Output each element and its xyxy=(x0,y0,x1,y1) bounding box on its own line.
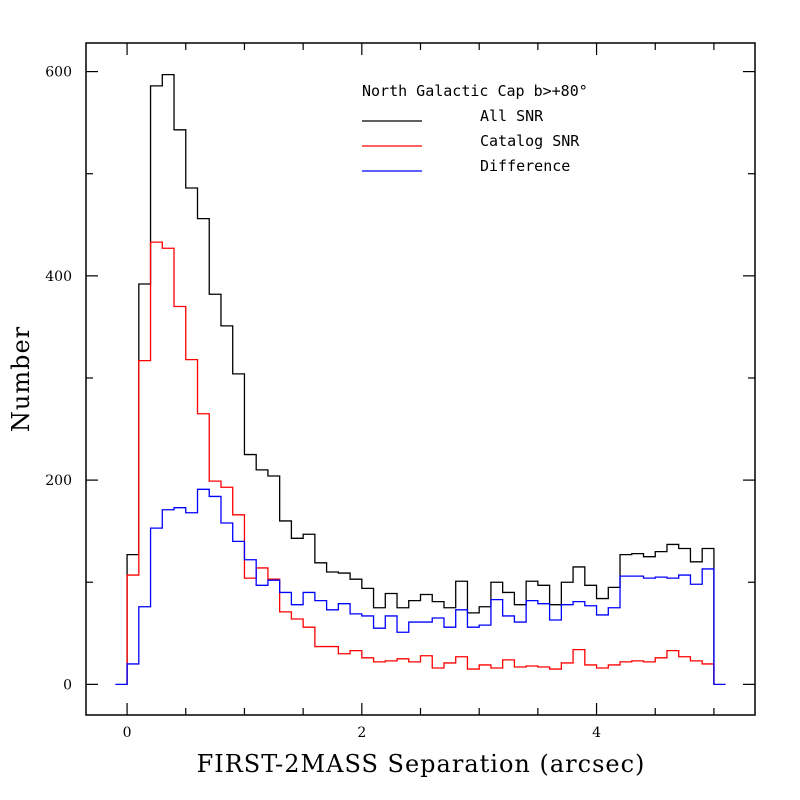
y-tick-label: 600 xyxy=(45,65,72,81)
series-difference xyxy=(115,488,726,686)
series-group xyxy=(115,74,726,686)
y-tick-label: 400 xyxy=(45,269,72,285)
plot-frame xyxy=(85,42,756,716)
legend-title: North Galactic Cap b>+80° xyxy=(362,82,588,100)
x-tick-label: 2 xyxy=(357,725,366,741)
legend-label-difference: Difference xyxy=(480,157,570,175)
legend-label-catalog-snr: Catalog SNR xyxy=(480,132,580,150)
x-axis-title: FIRST-2MASS Separation (arcsec) xyxy=(197,750,646,778)
y-tick-label: 0 xyxy=(63,677,72,693)
x-tick-labels: 0 2 4 xyxy=(123,725,601,741)
x-tick-label: 4 xyxy=(592,725,601,741)
y-tick-labels: 0 200 400 600 xyxy=(45,65,72,694)
y-tick-label: 200 xyxy=(45,473,72,489)
legend-label-all-snr: All SNR xyxy=(480,107,544,125)
axis-ticks xyxy=(86,43,755,715)
legend: North Galactic Cap b>+80° All SNR Catalo… xyxy=(362,82,588,175)
series-catalog-snr xyxy=(126,241,715,685)
series-all-snr xyxy=(126,74,715,685)
x-tick-label: 0 xyxy=(123,725,132,741)
y-axis-title: Number xyxy=(7,326,35,432)
